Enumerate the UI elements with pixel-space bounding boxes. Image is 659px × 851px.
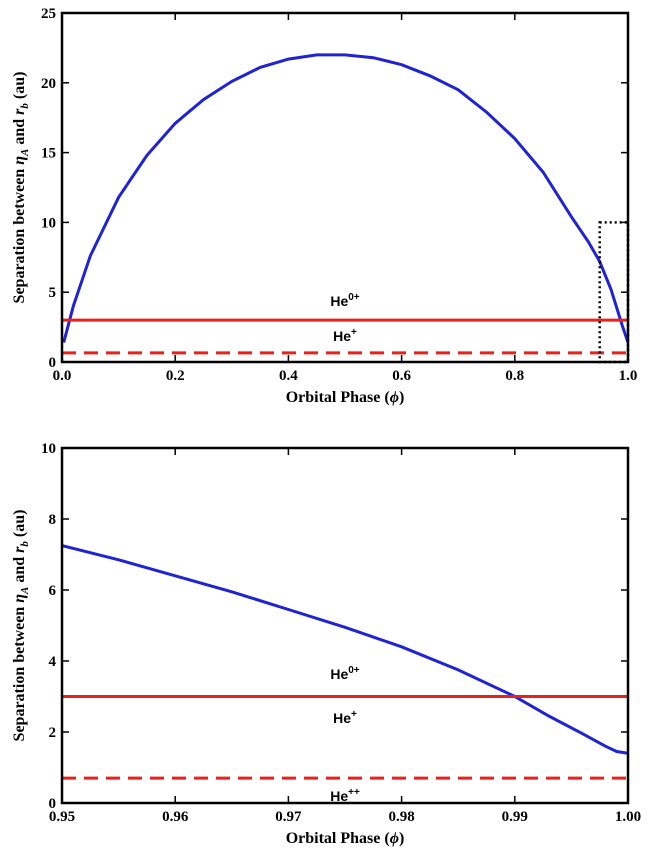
y-tick-label: 0	[49, 796, 57, 812]
annotation-he-1: He0+	[330, 292, 359, 309]
x-tick-label: 0.6	[392, 368, 411, 384]
x-tick-label: 0.4	[279, 368, 298, 384]
y-tick-label: 10	[41, 215, 56, 231]
y-tick-label: 6	[49, 583, 57, 599]
series-line-1	[62, 53, 628, 343]
x-tick-label: 1.00	[615, 809, 641, 825]
y-tick-label: 20	[41, 76, 56, 92]
chart-1: 0.0 0.2 0.4 0.6 0.8 1.0 0 5 10 15 20 25 Orbital Phas…	[11, 6, 637, 406]
y-tick-label: 15	[41, 146, 56, 162]
x-tick-label: 0.0	[53, 368, 72, 384]
x-tick-label: 0.95	[49, 809, 75, 825]
x-tick-label: 1.0	[619, 368, 638, 384]
y-axis-label: Separation between ηA and rb (au)	[11, 72, 31, 304]
annotation-he-2: He+	[333, 709, 357, 726]
y-tick-label: 8	[49, 512, 57, 528]
y-tick-label: 4	[49, 654, 57, 670]
x-tick-label: 0.97	[275, 809, 302, 825]
annotation-he-1: He0+	[330, 665, 359, 682]
x-tick-label: 0.98	[388, 809, 414, 825]
plot-frame	[60, 11, 630, 364]
zoom-region-box	[598, 221, 630, 364]
y-tick-label: 10	[41, 441, 56, 457]
chart-2: 0.95 0.96 0.97 0.98 0.99 1.00 0 2 4 6 8 10 Orbital P…	[11, 441, 641, 847]
annotation-he-3: He++	[330, 787, 360, 804]
y-tick-label: 5	[49, 285, 57, 301]
x-tick-label: 0.8	[505, 368, 524, 384]
x-tick-label: 0.2	[166, 368, 185, 384]
y-tick-label: 2	[49, 725, 57, 741]
y-tick-label: 0	[49, 355, 57, 371]
series-line-1	[62, 544, 628, 755]
plot-frame	[60, 446, 630, 805]
y-axis-label: Separation between ηA and rb (au)	[11, 510, 31, 742]
x-axis-label: Orbital Phase (ϕ)	[286, 830, 405, 847]
x-tick-label: 0.99	[502, 809, 528, 825]
x-axis-label: Orbital Phase (ϕ)	[286, 389, 405, 406]
y-tick-label: 25	[41, 6, 56, 22]
x-tick-label: 0.96	[162, 809, 189, 825]
annotation-he-2: He+	[333, 327, 357, 344]
